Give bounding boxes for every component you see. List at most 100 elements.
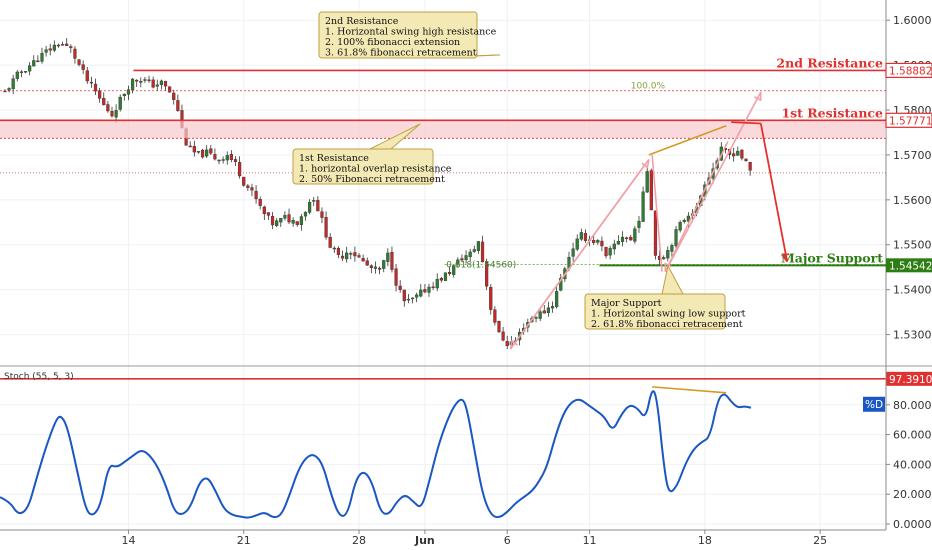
stochastic-panel: 97.3910 %D [0,371,932,525]
resistance1-callout-line: 1st Resistance [299,153,369,164]
candle-body [139,80,143,83]
candle [60,41,65,46]
candle [93,78,98,95]
candle [151,76,155,89]
candle [19,70,24,78]
candle-body [147,79,151,82]
candle [40,47,44,64]
candle-body [60,44,65,46]
candle [176,94,180,112]
annotations-layer: 100.0% 0.618(1.54560) 2nd Resistance 1st Re… [0,11,932,394]
candle [410,297,415,304]
candle [7,87,11,93]
candle-body [369,265,373,269]
candle-body [472,249,476,252]
candle-body [629,236,633,241]
resistance2-tag-box [885,62,932,79]
move-down-arrow [759,123,789,262]
candle-body [283,215,287,219]
candle [316,196,320,212]
candle [229,150,233,163]
candle [505,335,509,350]
stoch-d-badge: %D [865,399,883,411]
candle-body [275,220,279,226]
candle-body [353,252,357,257]
candle-body [295,221,299,225]
candle [139,77,143,88]
candle [435,273,439,292]
candle [291,217,295,227]
candle [283,211,287,221]
candle-body [608,248,612,256]
candle-body [40,52,44,62]
candle-body [382,260,386,269]
x-tick-label: 6 [504,534,511,547]
move-down-arrow-head [781,253,790,263]
candle [662,255,666,260]
candle [373,261,378,274]
candle-body [736,150,740,156]
candle-body [7,88,11,91]
candle-body [435,279,439,289]
resistance1-label: 1st Resistance [781,105,883,120]
candle-body [159,80,163,85]
candle [89,76,93,88]
price-divergence-line [648,124,727,156]
x-tick-label: 25 [813,534,827,547]
candle-body [398,285,402,290]
candle-body [93,83,98,92]
candle-body [32,60,36,67]
candle [287,208,291,225]
candle [320,207,324,224]
projection-target-head [754,92,762,102]
candle-body [670,245,674,252]
candle [246,184,250,191]
candle [155,79,159,91]
projection-drop [651,154,663,272]
x-tick-label: Jun [414,534,435,547]
candle [423,283,427,294]
resistance2-callout-line: 2nd Resistance [325,16,399,27]
candle-body [126,89,131,95]
resistance2-tag: 1.58882 [889,65,932,77]
candle [612,239,616,255]
candle [126,85,131,101]
candle [225,151,229,165]
candle [596,239,600,246]
candle [336,246,341,259]
candle [542,305,546,314]
candle [501,326,505,342]
candle [439,276,443,283]
support-callout-line: 1. Horizontal swing low support [591,309,746,320]
candle [254,185,258,204]
candle [15,70,19,82]
candle [666,246,670,262]
y-tick-label: 1.53000 [893,329,932,342]
fib100-label: 100.0% [631,82,666,92]
candle [324,211,328,240]
resistance2-callout-box [318,11,478,59]
candle-body [303,211,308,217]
candle [748,161,752,176]
candle-body [23,71,28,73]
candle [550,301,555,313]
candle [592,235,596,245]
support-callout-line: 2. 61.8% fibonacci retracement [591,319,743,330]
candle-body [637,220,641,228]
candle [583,229,588,244]
candle-body [242,176,246,186]
candle-body [365,260,369,266]
candle [559,274,563,292]
candle [102,92,106,106]
candle [579,228,583,241]
candle [649,168,653,211]
x-tick-label: 18 [698,534,712,547]
projection-up-head [641,159,650,169]
candle-body [266,212,271,216]
candle [732,147,736,162]
candle-body [625,237,629,239]
stoch-level-tag: 97.3910 [889,374,932,386]
candle-body [196,151,201,153]
